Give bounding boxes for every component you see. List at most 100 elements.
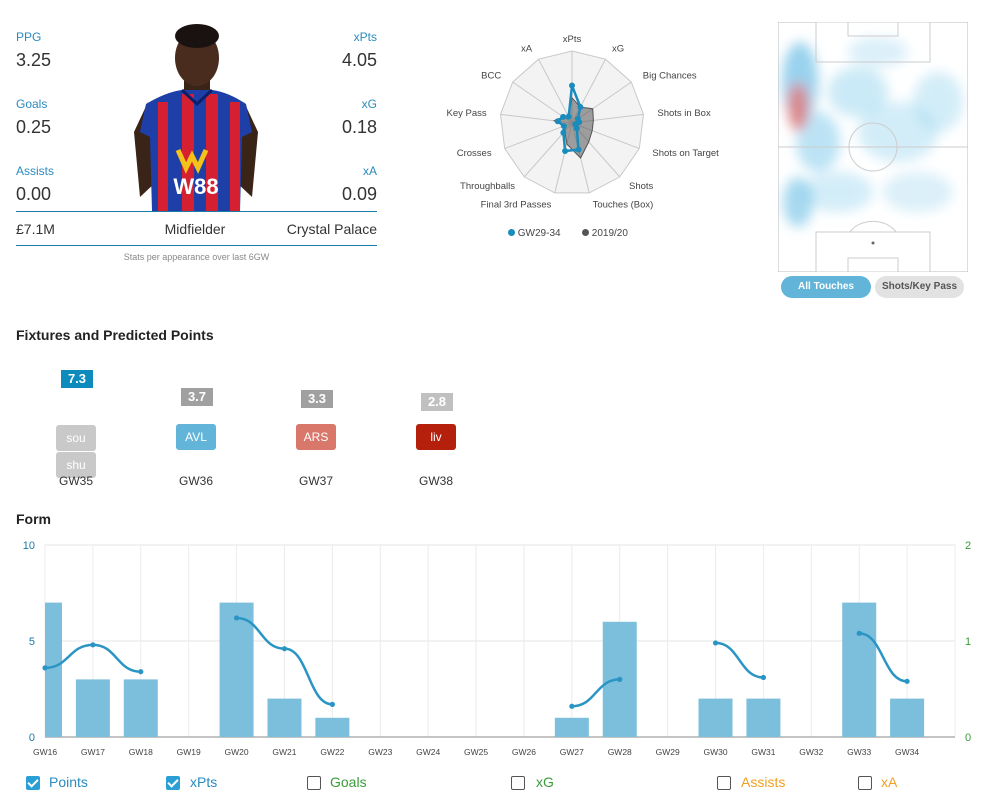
penalty-spot (871, 241, 875, 245)
fixture-chip[interactable]: ARS (296, 424, 336, 450)
form-x-tick: GW16 (33, 747, 57, 757)
pitch-lines (778, 22, 968, 272)
radar-point (560, 123, 567, 130)
form-x-tick: GW33 (847, 747, 871, 757)
fixture-chip[interactable]: AVL (176, 424, 216, 450)
form-xpts-point (281, 646, 288, 652)
form-xpts-point (233, 615, 240, 621)
fixture-chip[interactable]: sou (56, 425, 96, 451)
form-xpts-point (329, 701, 335, 707)
radar-axis-line (538, 59, 573, 124)
form-xpts-point (90, 642, 96, 648)
predicted-points: 2.8 (421, 393, 453, 411)
radar-axis-label: Final 3rd Passes (481, 200, 552, 211)
form-y-tick: 10 (23, 540, 35, 552)
form-y-tick: 5 (29, 636, 35, 648)
xg-toggle-label[interactable]: xG (536, 774, 554, 790)
xpts-checkbox[interactable] (166, 776, 180, 790)
goals-checkbox[interactable] (307, 776, 321, 790)
form-xpts-point (904, 678, 910, 684)
form-chart: 0 5 10 0 1 2 GW16 GW17 GW18 GW19 GW20 GW21 GW22 GW23 G… (23, 540, 971, 757)
radar-point (577, 104, 584, 111)
form-title: Form (16, 511, 51, 527)
radar-axis-label: Shots in Box (657, 108, 711, 119)
form-bar (842, 602, 877, 737)
form-bar (554, 717, 589, 737)
heatmap-blobs (782, 37, 963, 227)
radar-axis-label: xG (612, 44, 624, 55)
form-xpts-point (856, 630, 862, 636)
divider (16, 245, 377, 246)
heatmap-pitch (778, 22, 968, 272)
form-y2-tick: 0 (965, 732, 971, 744)
ppg-value: 3.25 (16, 50, 52, 70)
divider (16, 211, 377, 212)
form-x-tick: GW18 (129, 747, 153, 757)
fixture-gw: GW36 (178, 474, 213, 488)
form-x-tick: GW23 (368, 747, 392, 757)
player-team: Crystal Palace (286, 221, 377, 237)
form-x-tick: GW28 (608, 747, 632, 757)
xg-label: xG (361, 97, 377, 111)
predicted-points: 3.3 (301, 390, 333, 408)
ppg-label: PPG (16, 30, 42, 44)
all-touches-button[interactable]: All Touches (781, 276, 871, 298)
form-x-tick: GW24 (416, 747, 440, 757)
radar-point (575, 146, 582, 153)
xpts-toggle-label[interactable]: xPts (190, 774, 218, 790)
form-xpts-point (617, 676, 623, 682)
radar-axis-label: Shots on Target (652, 148, 719, 159)
form-x-tick: GW27 (560, 747, 584, 757)
form-x-tick: GW34 (895, 747, 919, 757)
predicted-points: 7.3 (61, 370, 93, 388)
form-y2-tick: 1 (965, 636, 971, 648)
form-xpts-point (569, 703, 575, 709)
xpts-value: 4.05 (341, 50, 377, 70)
form-x-tick: GW26 (512, 747, 536, 757)
form-bar (890, 698, 925, 737)
form-xpts-point (712, 640, 719, 646)
fixture-chip[interactable]: liv (416, 424, 456, 450)
xa-toggle-label[interactable]: xA (881, 774, 898, 790)
form-y2-tick: 2 (965, 540, 971, 552)
shots-key-pass-button[interactable]: Shots/Key Pass (875, 276, 964, 298)
xg-checkbox[interactable] (511, 776, 525, 790)
form-xpts-line (859, 632, 908, 683)
xa-checkbox[interactable] (858, 776, 872, 790)
form-x-tick: GW30 (703, 747, 727, 757)
radar-axis-label: xPts (563, 34, 582, 45)
radar-axis-label: Shots (629, 181, 654, 192)
form-x-tick: GW32 (799, 747, 823, 757)
radar-axis-label: Touches (Box) (593, 200, 654, 211)
legend-label: GW29-34 (517, 228, 561, 239)
assists-checkbox[interactable] (717, 776, 731, 790)
fixture-gw: GW37 (298, 474, 333, 488)
radar-point (565, 113, 572, 120)
form-x-tick: GW19 (177, 747, 201, 757)
goals-toggle-label[interactable]: Goals (330, 774, 367, 790)
assists-label: Assists (16, 164, 55, 178)
form-y-tick: 0 (29, 732, 35, 744)
radar-chart: xPts xG Big Chances Shots in Box Shots on Ta… (446, 34, 719, 211)
points-toggle-label[interactable]: Points (49, 774, 88, 790)
form-x-tick: GW31 (751, 747, 775, 757)
radar-legend-gw: GW29-34 (508, 228, 561, 239)
legend-dot-icon (582, 229, 589, 236)
radar-axis-line (504, 122, 573, 149)
form-xpts-line (571, 678, 620, 708)
form-bar (698, 698, 733, 737)
fixture-chip[interactable]: shu (56, 452, 96, 478)
fixture-gw: GW38 (418, 474, 453, 488)
form-xpts-line (715, 641, 764, 679)
assists-toggle-label[interactable]: Assists (741, 774, 786, 790)
form-x-tick: GW22 (320, 747, 344, 757)
form-x-tick: GW21 (272, 747, 296, 757)
radar-axis-label: Big Chances (643, 70, 697, 81)
goals-value: 0.25 (16, 117, 52, 137)
points-checkbox[interactable] (26, 776, 40, 790)
form-bar (315, 717, 350, 737)
form-bar (45, 602, 62, 737)
player-photo (134, 24, 258, 211)
radar-axis-label: Crosses (457, 148, 492, 159)
xg-value: 0.18 (341, 117, 377, 137)
